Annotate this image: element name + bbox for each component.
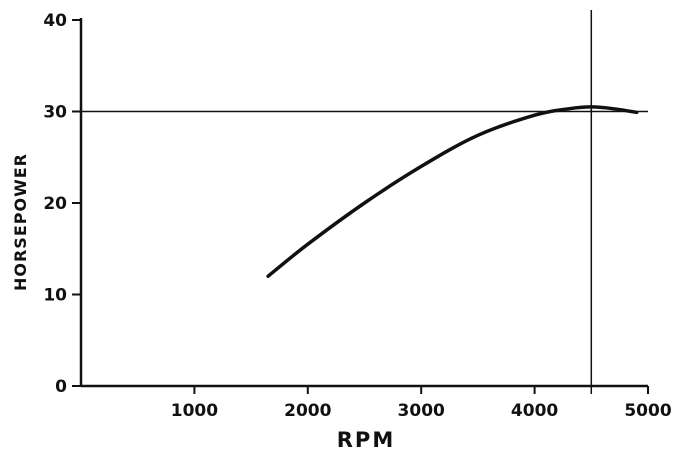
series-line-0	[266, 105, 639, 278]
y-tick-label: 10	[43, 286, 67, 306]
y-axis-ticks: 0 10 20 30 40	[43, 11, 81, 397]
x-axis-title: RPM	[337, 428, 395, 452]
x-tick-label: 2000	[284, 401, 331, 421]
series-group	[266, 105, 639, 278]
y-tick-label: 0	[55, 377, 67, 397]
x-tick-label: 4000	[511, 401, 558, 421]
x-axis-ticks: 1000 2000 3000 4000 5000	[171, 386, 672, 421]
y-tick-label: 30	[43, 103, 67, 123]
x-tick-label: 5000	[624, 401, 671, 421]
x-tick-label: 3000	[398, 401, 445, 421]
y-tick-label: 40	[43, 11, 67, 31]
x-tick-label: 1000	[171, 401, 218, 421]
y-axis-title: HORSEPOWER	[11, 153, 30, 291]
y-tick-label: 20	[43, 194, 67, 214]
